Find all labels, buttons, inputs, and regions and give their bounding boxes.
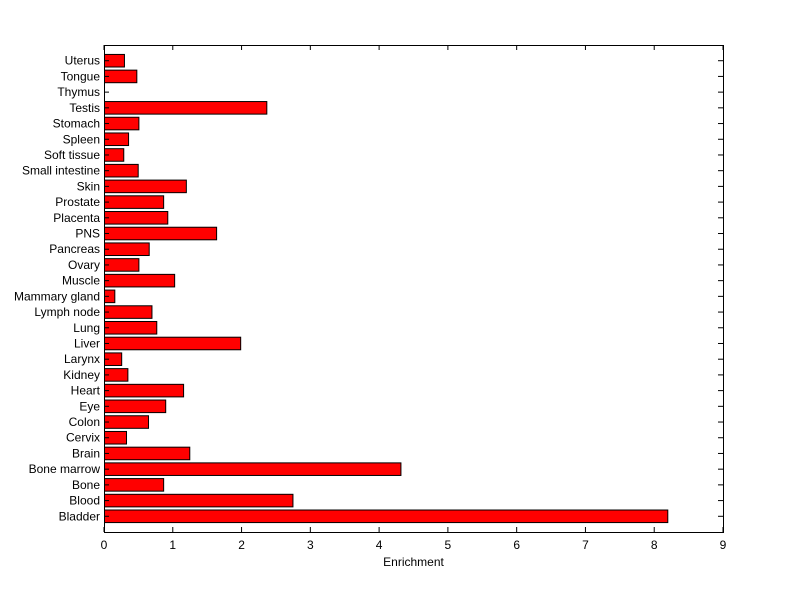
bar (104, 305, 153, 319)
bar (104, 258, 140, 272)
y-tick-label: Soft tissue (44, 148, 100, 162)
x-tick-label: 4 (376, 538, 383, 552)
y-tick-label: Liver (74, 336, 100, 350)
y-tick-label: PNS (75, 227, 100, 241)
y-tick-label: Blood (69, 494, 100, 508)
bar (104, 69, 138, 84)
bar (104, 399, 167, 414)
bar (104, 336, 242, 351)
y-tick-label: Small intestine (22, 164, 100, 178)
x-tick-label: 7 (582, 538, 589, 552)
x-tick-label: 5 (445, 538, 452, 552)
y-tick-label: Bladder (59, 509, 100, 523)
x-tick-label: 9 (720, 538, 727, 552)
y-tick-label: Uterus (65, 54, 100, 68)
y-tick-label: Prostate (55, 195, 100, 209)
y-tick-label: Heart (71, 384, 101, 398)
bar (104, 320, 158, 335)
x-tick-label: 0 (101, 538, 108, 552)
y-tick-label: Bone marrow (29, 462, 101, 476)
x-tick-label: 6 (513, 538, 520, 552)
bar (104, 462, 402, 476)
y-tick-label: Cervix (66, 431, 100, 445)
x-tick-label: 1 (169, 538, 176, 552)
y-tick-label: Colon (69, 415, 100, 429)
bar (104, 226, 218, 241)
y-tick-label: Ovary (68, 258, 100, 272)
y-tick-label: Eye (79, 399, 100, 413)
bar (104, 478, 165, 492)
bar (104, 509, 669, 524)
bar (104, 446, 191, 461)
plot-frame (104, 45, 724, 533)
y-tick-label: Brain (72, 446, 100, 460)
y-tick-label: Pancreas (49, 242, 100, 256)
y-tick-label: Larynx (64, 352, 100, 366)
x-axis-title: Enrichment (383, 555, 444, 569)
x-tick-label: 2 (238, 538, 245, 552)
x-tick-label: 3 (307, 538, 314, 552)
y-tick-label: Tongue (61, 69, 101, 83)
bar (104, 273, 176, 288)
y-tick-label: Kidney (63, 368, 100, 382)
bar (104, 163, 139, 178)
y-tick-label: Lymph node (34, 305, 100, 319)
bar (104, 383, 185, 398)
bar (104, 101, 268, 115)
bar (104, 211, 169, 225)
bar (104, 195, 165, 209)
bar (104, 179, 187, 194)
y-tick-label: Spleen (63, 132, 100, 146)
bar (104, 415, 150, 429)
bar (104, 493, 294, 508)
y-tick-label: Skin (77, 179, 100, 193)
y-tick-label: Bone (72, 478, 100, 492)
y-tick-label: Testis (69, 101, 100, 115)
y-tick-label: Stomach (53, 117, 100, 131)
y-tick-label: Mammary gland (14, 289, 100, 303)
bar (104, 242, 150, 257)
y-tick-label: Muscle (62, 274, 100, 288)
bar (104, 116, 140, 131)
y-tick-label: Placenta (53, 211, 100, 225)
x-tick-label: 8 (651, 538, 658, 552)
y-tick-label: Lung (73, 321, 100, 335)
y-tick-label: Thymus (57, 85, 100, 99)
